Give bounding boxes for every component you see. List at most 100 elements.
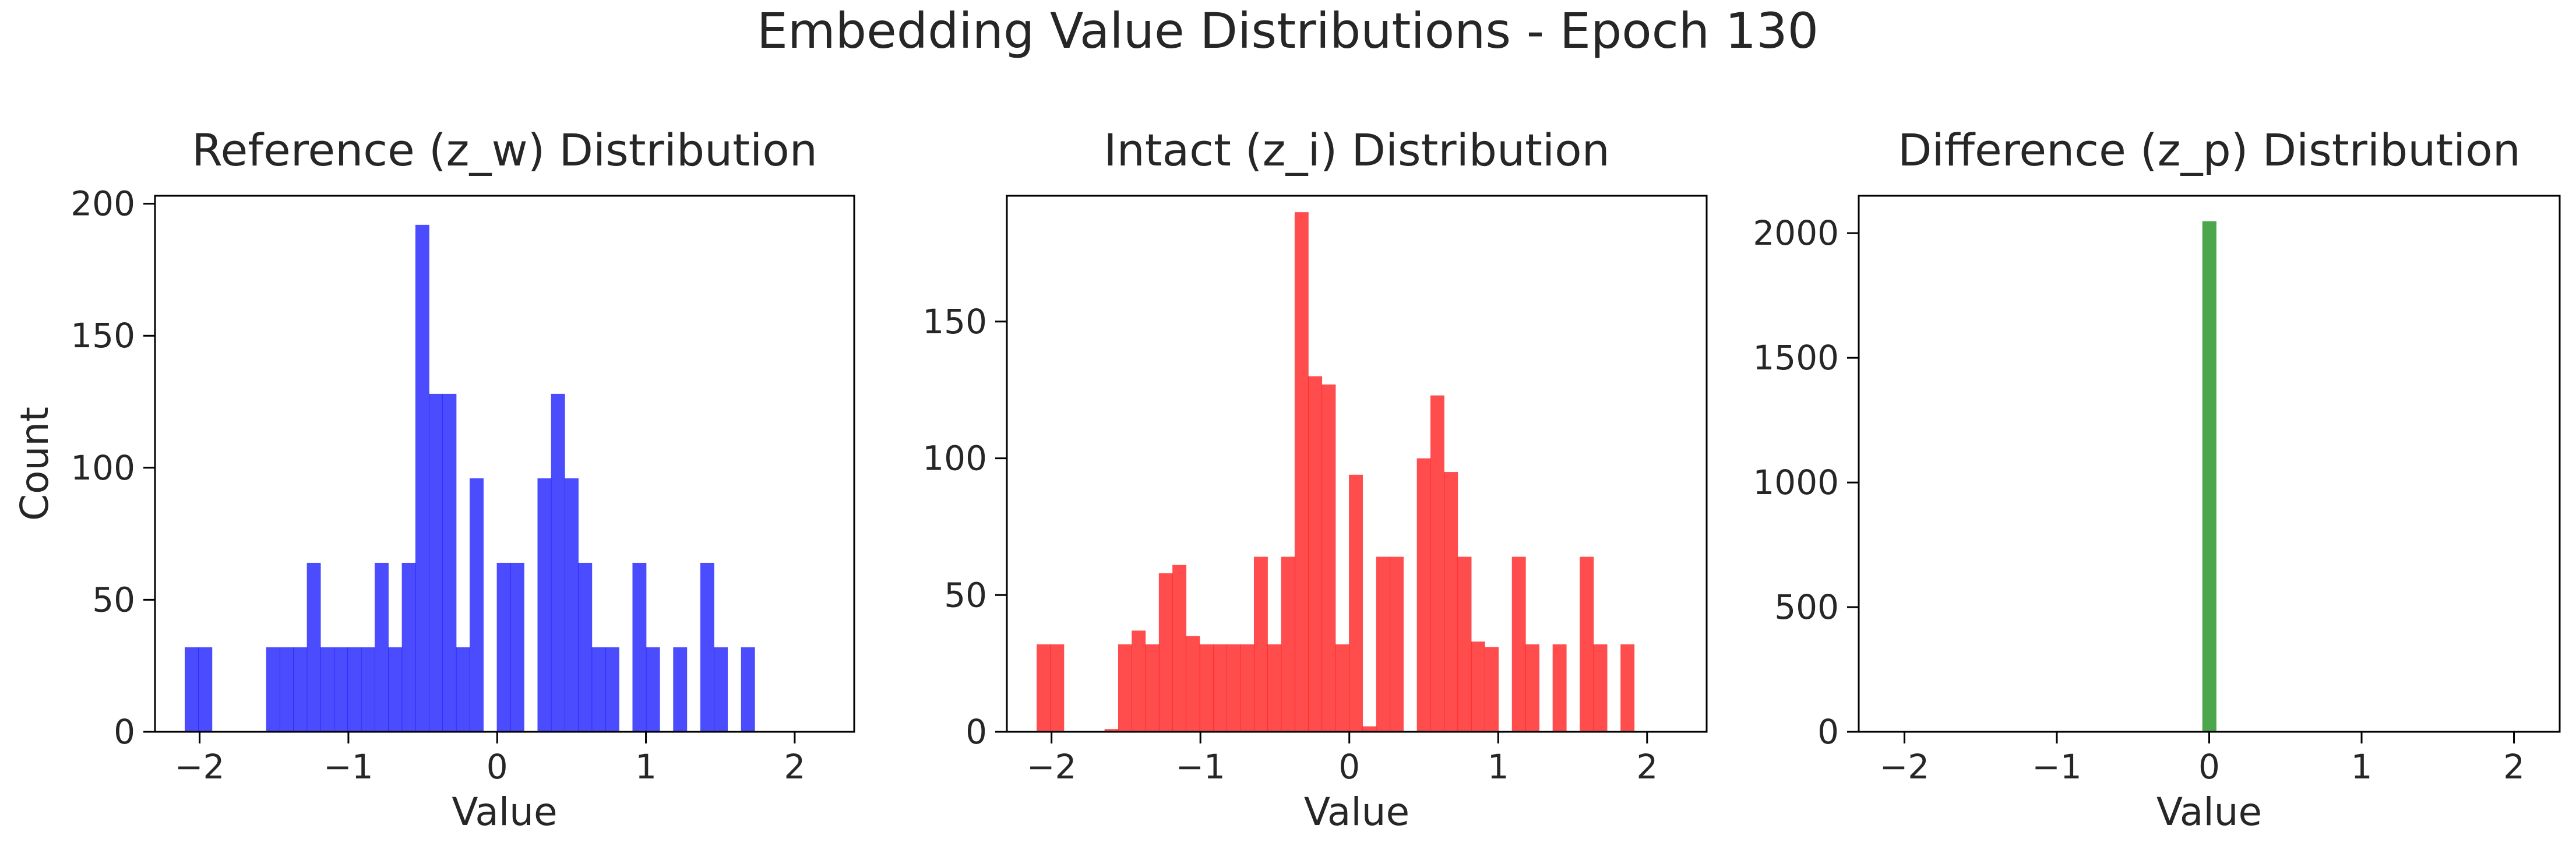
reference-y-tick-label: 200 (71, 184, 135, 224)
reference-y-axis-label: Count (12, 407, 57, 521)
chart-reference: −2 −1 0 1 2 0 50 100 150 200 Reference (z_w) Distr… (12, 124, 855, 834)
difference-y-tick-label: 2000 (1753, 213, 1839, 253)
reference-bar (700, 562, 714, 732)
difference-bar (2202, 221, 2216, 732)
reference-bar (578, 562, 593, 732)
intact-y-tick-label: 150 (922, 302, 987, 341)
intact-bar (1430, 395, 1444, 732)
intact-bar (1457, 556, 1472, 732)
intact-bar (1620, 644, 1635, 732)
reference-bar (551, 393, 565, 732)
reference-bar (388, 647, 403, 732)
difference-y-tick-label: 1000 (1753, 463, 1839, 502)
chart-intact: −2 −1 0 1 2 0 50 100 150 Intact (z_i) Distributio… (922, 124, 1708, 834)
reference-bar (496, 562, 511, 732)
intact-bar (1145, 644, 1160, 732)
intact-bar (1511, 556, 1526, 732)
difference-y-tick-label: 1500 (1753, 338, 1839, 378)
reference-x-tick-label: −2 (175, 747, 225, 787)
chart-difference: −2 −1 0 1 2 0 500 1000 1500 2000 Difference (z_p) … (1753, 124, 2561, 834)
intact-y-tick-label: 0 (965, 712, 987, 752)
reference-bar (632, 562, 647, 732)
intact-x-axis-label: Value (1304, 789, 1409, 834)
reference-bar (401, 562, 416, 732)
intact-bar (1199, 644, 1214, 732)
intact-x-tick-label: 1 (1488, 747, 1509, 787)
intact-bar (1525, 644, 1539, 732)
intact-bar (1390, 556, 1404, 732)
reference-bar (306, 562, 321, 732)
reference-y-tick-label: 100 (71, 448, 135, 488)
difference-chart-title: Difference (z_p) Distribution (1898, 124, 2521, 176)
reference-bar (456, 647, 470, 732)
reference-bar (266, 647, 280, 732)
intact-bar (1349, 474, 1363, 732)
reference-bar (347, 647, 362, 732)
intact-bar (1362, 726, 1377, 732)
reference-x-tick-label: 1 (635, 747, 657, 787)
intact-x-tick-label: −1 (1175, 747, 1225, 787)
reference-bar (646, 647, 660, 732)
difference-y-tick-label: 0 (1817, 712, 1839, 752)
intact-x-tick-label: 0 (1338, 747, 1360, 787)
reference-bar (361, 647, 375, 732)
reference-x-tick-label: −1 (323, 747, 373, 787)
figure-title: Embedding Value Distributions - Epoch 13… (757, 2, 1819, 59)
intact-bar (1240, 644, 1254, 732)
intact-bar (1227, 644, 1241, 732)
intact-bar (1158, 573, 1173, 732)
difference-x-tick-label: 0 (2198, 747, 2220, 787)
intact-bar (1416, 458, 1431, 732)
intact-axes-frame (1006, 195, 1708, 733)
reference-bar (537, 478, 552, 732)
intact-bar (1580, 556, 1594, 732)
intact-bar (1118, 644, 1132, 732)
reference-bar (198, 647, 213, 732)
intact-bar (1593, 644, 1608, 732)
reference-bar (320, 647, 334, 732)
reference-bar (415, 224, 429, 732)
difference-x-tick-label: −1 (2032, 747, 2082, 787)
reference-bar (442, 393, 457, 732)
reference-x-tick-label: 0 (487, 747, 508, 787)
intact-bar (1281, 556, 1295, 732)
intact-x-tick-label: 2 (1636, 747, 1658, 787)
reference-bar (375, 562, 389, 732)
reference-y-tick-label: 50 (92, 580, 135, 619)
intact-x-tick-label: −2 (1027, 747, 1077, 787)
intact-bar (1376, 556, 1390, 732)
difference-x-axis-label: Value (2156, 789, 2262, 834)
reference-bar (185, 647, 199, 732)
difference-x-tick-label: 1 (2351, 747, 2373, 787)
reference-bar (565, 478, 579, 732)
difference-x-tick-label: 2 (2503, 747, 2525, 787)
intact-bar (1186, 636, 1200, 732)
reference-y-tick-label: 150 (71, 316, 135, 355)
intact-bar (1485, 647, 1499, 732)
intact-chart-title: Intact (z_i) Distribution (1104, 124, 1610, 176)
reference-chart-title: Reference (z_w) Distribution (192, 124, 817, 176)
reference-bar (280, 647, 294, 732)
reference-x-tick-label: 2 (784, 747, 805, 787)
difference-y-tick-label: 500 (1774, 587, 1839, 627)
intact-bar (1444, 472, 1458, 732)
reference-x-axis-label: Value (452, 789, 557, 834)
reference-axes-frame (154, 195, 855, 733)
intact-bar (1267, 644, 1282, 732)
intact-y-tick-label: 50 (944, 575, 987, 615)
intact-bar (1471, 641, 1485, 732)
reference-bar (673, 647, 688, 732)
intact-bar (1552, 644, 1567, 732)
difference-x-tick-label: −2 (1880, 747, 1930, 787)
reference-bar (714, 647, 728, 732)
intact-bar (1335, 644, 1349, 732)
reference-bar (605, 647, 619, 732)
reference-bar (334, 647, 348, 732)
reference-bar (429, 393, 443, 732)
reference-bar (741, 647, 755, 732)
intact-bar (1132, 630, 1146, 732)
reference-y-tick-label: 0 (114, 712, 135, 752)
intact-y-tick-label: 100 (922, 439, 987, 478)
reference-bar (293, 647, 308, 732)
